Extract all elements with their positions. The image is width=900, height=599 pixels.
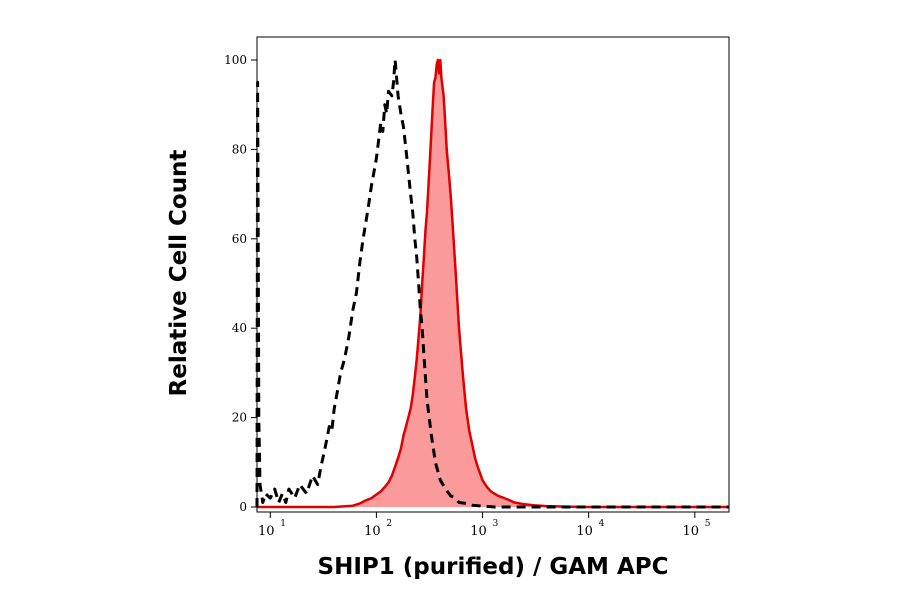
y-axis-label: Relative Cell Count (166, 150, 192, 397)
plot-frame (256, 36, 730, 513)
x-tick-exponent: 4 (599, 519, 605, 529)
x-tick-exponent: 2 (386, 519, 392, 529)
plot-layer (255, 58, 729, 509)
x-tick-exponent: 1 (280, 519, 286, 529)
y-tick-label: 0 (239, 500, 247, 514)
y-tick-label: 20 (232, 411, 247, 425)
x-tick-label: 10 (364, 524, 381, 539)
y-tick-label: 60 (232, 232, 247, 246)
x-tick-label: 10 (683, 524, 700, 539)
series-solid-area (257, 60, 729, 507)
series-dashed-line (255, 58, 729, 509)
series-solid-line (257, 58, 729, 509)
y-tick-label: 100 (224, 53, 247, 67)
x-tick-exponent: 3 (493, 519, 499, 529)
y-tick-label: 40 (232, 321, 247, 335)
x-tick-label: 10 (258, 524, 275, 539)
x-tick-label: 10 (576, 524, 593, 539)
y-tick-label: 80 (232, 142, 247, 156)
x-tick-exponent: 5 (705, 519, 711, 529)
x-tick-label: 10 (470, 524, 487, 539)
x-axis-label: SHIP1 (purified) / GAM APC (318, 554, 669, 580)
axis-layer: 0 20 40 60 80 100 10 1 10 2 10 3 10 4 10 5 (224, 53, 711, 539)
